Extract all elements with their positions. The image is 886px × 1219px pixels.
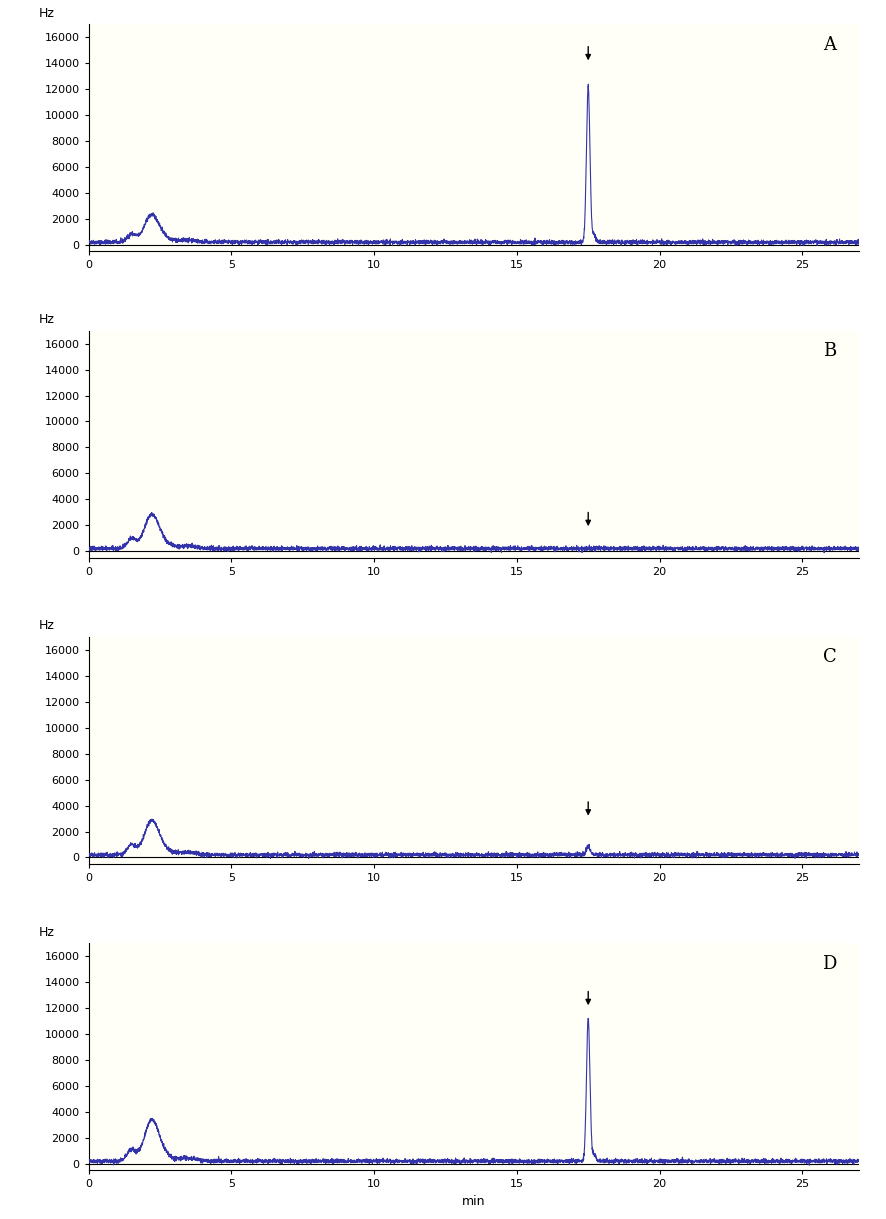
Text: C: C [822, 649, 836, 667]
Y-axis label: Hz: Hz [38, 313, 54, 327]
Text: D: D [822, 954, 836, 973]
Text: A: A [823, 35, 836, 54]
Text: B: B [823, 343, 836, 360]
Y-axis label: Hz: Hz [38, 7, 54, 20]
X-axis label: min: min [462, 1195, 486, 1208]
Y-axis label: Hz: Hz [38, 925, 54, 939]
Y-axis label: Hz: Hz [38, 619, 54, 633]
